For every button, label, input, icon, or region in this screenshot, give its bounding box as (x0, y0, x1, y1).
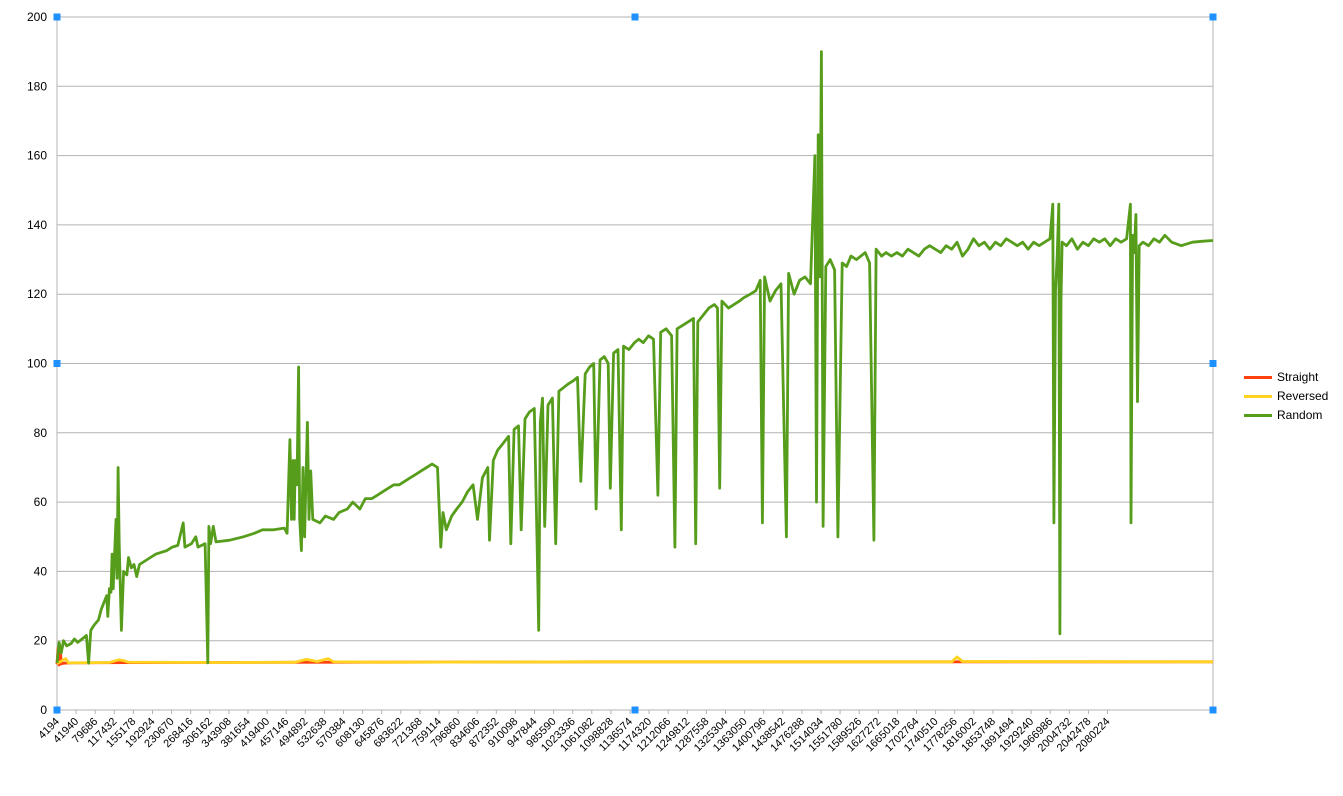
legend-label-reversed: Reversed (1277, 389, 1329, 403)
legend-swatch-straight (1244, 376, 1272, 379)
legend-item-random: Random (1244, 406, 1328, 425)
y-tick-label: 140 (27, 218, 47, 232)
selection-handle (1209, 706, 1217, 714)
selection-handle (53, 13, 61, 21)
series-line-random (55, 50, 1214, 665)
y-tick-label: 60 (34, 495, 48, 509)
y-tick-label: 0 (40, 703, 47, 717)
legend-item-straight: Straight (1244, 368, 1328, 387)
series-line-reversed (56, 655, 1214, 665)
y-tick-label: 100 (27, 357, 47, 371)
selection-handle (1209, 360, 1217, 367)
selection-handle (53, 360, 61, 367)
selection-handle (53, 706, 61, 714)
selection-handle (1209, 13, 1217, 21)
legend-item-reversed: Reversed (1244, 387, 1328, 406)
y-tick-label: 120 (27, 287, 47, 301)
y-tick-label: 200 (27, 10, 47, 24)
legend-swatch-reversed (1244, 395, 1272, 398)
y-tick-label: 180 (27, 79, 47, 93)
y-tick-label: 20 (34, 634, 48, 648)
y-tick-label: 80 (34, 426, 48, 440)
selection-handle (631, 13, 639, 21)
y-tick-label: 160 (27, 149, 47, 163)
y-tick-label: 40 (34, 564, 48, 578)
selection-handle (631, 706, 639, 714)
legend-label-random: Random (1277, 408, 1323, 422)
legend-swatch-random (1244, 414, 1272, 417)
legend-label-straight: Straight (1277, 370, 1319, 384)
legend: Straight Reversed Random (1244, 368, 1328, 425)
